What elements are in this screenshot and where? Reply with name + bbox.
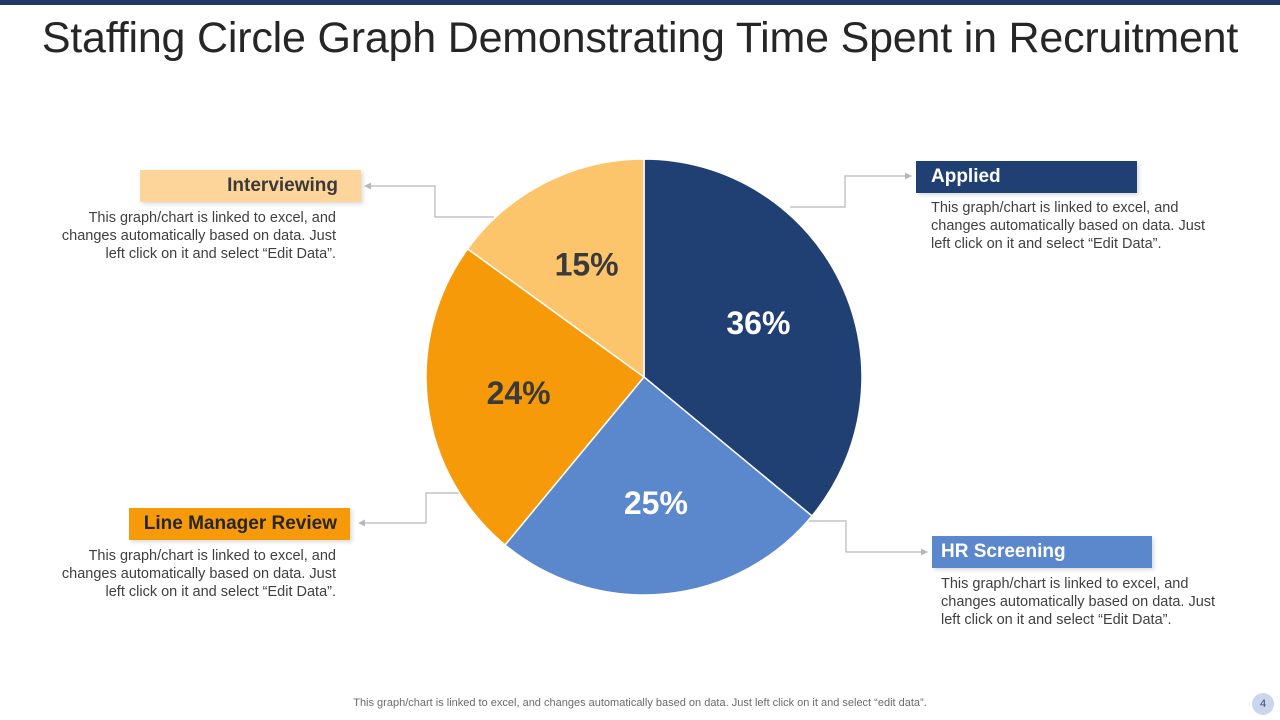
line-manager-review-label: Line Manager Review xyxy=(129,508,350,540)
line-manager-connector-arrow xyxy=(358,519,365,527)
hr-screening-label: HR Screening xyxy=(932,536,1152,568)
top-accent-bar xyxy=(0,0,1280,5)
applied-connector xyxy=(790,175,908,208)
pie-slice-line-manager-review[interactable] xyxy=(425,247,646,547)
page-title: Staffing Circle Graph Demonstrating Time… xyxy=(41,14,1239,62)
interviewing-description: This graph/chart is linked to excel, and… xyxy=(61,210,336,262)
applied-connector-arrow xyxy=(905,172,912,180)
interviewing-connector xyxy=(368,185,494,218)
hr-screening-connector-arrow xyxy=(921,548,928,556)
pie-label-line-manager-review: 24% xyxy=(487,375,551,411)
pie-slice-interviewing[interactable] xyxy=(466,158,645,379)
hr-screening-connector xyxy=(808,520,924,553)
footer-note: This graph/chart is linked to excel, and… xyxy=(353,697,927,709)
applied-description: This graph/chart is linked to excel, and… xyxy=(931,200,1206,252)
pie-label-applied: 36% xyxy=(726,305,790,341)
line-manager-connector xyxy=(362,492,462,524)
line-manager-review-description: This graph/chart is linked to excel, and… xyxy=(61,548,336,600)
pie-slice-applied[interactable] xyxy=(643,158,863,518)
applied-label: Applied xyxy=(916,161,1137,193)
interviewing-connector-arrow xyxy=(364,182,371,190)
callout-connectors xyxy=(358,172,928,556)
pie-label-hr-screening: 25% xyxy=(624,485,688,521)
interviewing-label: Interviewing xyxy=(140,170,361,202)
pie-label-interviewing: 15% xyxy=(555,246,619,282)
pie-slice-hr-screening[interactable] xyxy=(503,375,814,596)
page-number: 4 xyxy=(1252,693,1274,715)
hr-screening-description: This graph/chart is linked to excel, and… xyxy=(941,576,1216,628)
